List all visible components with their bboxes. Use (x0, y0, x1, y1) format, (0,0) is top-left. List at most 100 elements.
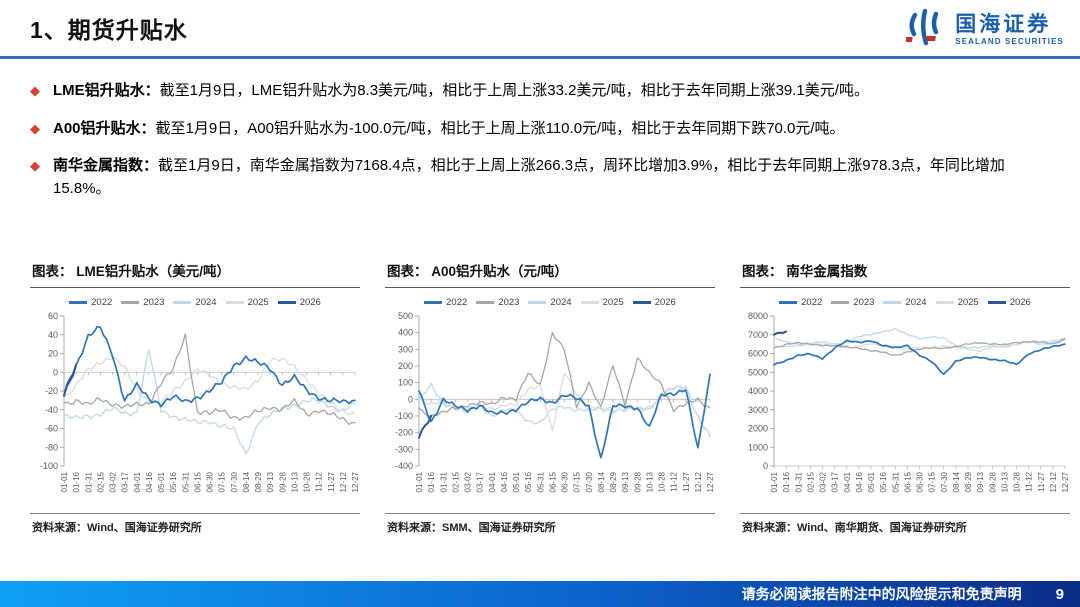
page-number: 9 (1055, 585, 1064, 603)
svg-text:10-28: 10-28 (303, 471, 312, 492)
chart-panel-nanhua: 图表： 南华金属指数 2022 2023 2024 2025 2026 0 1000 200… (740, 258, 1070, 535)
svg-text:11-27: 11-27 (1037, 471, 1046, 491)
svg-text:20: 20 (48, 349, 58, 359)
bullet-text-block: LME铝升贴水：截至1月9日，LME铝升贴水为8.3美元/吨，相比于上周上涨33… (53, 80, 869, 103)
legend-swatch (69, 301, 88, 304)
svg-text:1000: 1000 (748, 442, 768, 452)
svg-text:12-12: 12-12 (339, 471, 348, 492)
svg-text:04-01: 04-01 (488, 471, 497, 492)
charts-row: 图表： LME铝升贴水（美元/吨） 2022 2023 2024 2025 2026 -… (30, 258, 1070, 535)
legend-swatch (225, 301, 244, 304)
chart-source: 资料来源：Wind、国海证券研究所 (30, 513, 360, 535)
svg-text:05-31: 05-31 (181, 471, 190, 492)
bullet-text: 截至1月9日，南华金属指数为7168.4点，相比于上周上涨266.3点，周环比增… (53, 157, 1005, 197)
legend-label: 2025 (602, 297, 624, 308)
legend-item-2026: 2026 (632, 297, 676, 308)
legend-label: 2024 (195, 297, 217, 308)
chart-panel-a00: 图表： A00铝升贴水（元/吨） 2022 2023 2024 2025 2026 -4… (385, 258, 715, 535)
svg-text:-60: -60 (45, 424, 58, 434)
svg-text:12-27: 12-27 (1061, 471, 1070, 492)
legend-swatch (935, 301, 954, 304)
svg-text:03-02: 03-02 (464, 471, 473, 492)
svg-text:300: 300 (398, 344, 413, 354)
svg-text:08-29: 08-29 (609, 471, 618, 492)
legend-swatch (528, 301, 547, 304)
svg-text:01-16: 01-16 (72, 471, 81, 492)
footer-bar: 请务必阅读报告附注中的风险提示和免责声明 9 (0, 581, 1080, 607)
legend-swatch (173, 301, 192, 304)
legend-item-2024: 2024 (883, 297, 927, 308)
svg-text:06-30: 06-30 (561, 471, 570, 492)
svg-text:09-28: 09-28 (278, 471, 287, 492)
svg-text:3000: 3000 (748, 405, 768, 415)
svg-text:06-15: 06-15 (548, 471, 557, 492)
svg-text:03-17: 03-17 (831, 471, 840, 492)
legend-item-2023: 2023 (831, 297, 874, 308)
bullet-text-block: 南华金属指数：截至1月9日，南华金属指数为7168.4点，相比于上周上涨266.… (53, 155, 1045, 200)
legend-item-2022: 2022 (779, 297, 822, 308)
svg-text:05-01: 05-01 (867, 471, 876, 492)
svg-text:11-12: 11-12 (670, 471, 679, 491)
bullet-text-block: A00铝升贴水：截至1月9日，A00铝升贴水为-100.0元/吨，相比于上周上涨… (53, 118, 845, 141)
bullet-list: ◆ LME铝升贴水：截至1月9日，LME铝升贴水为8.3美元/吨，相比于上周上涨… (30, 80, 1045, 215)
svg-text:5000: 5000 (748, 367, 768, 377)
svg-text:06-15: 06-15 (193, 471, 202, 492)
svg-text:05-31: 05-31 (891, 471, 900, 492)
svg-text:03-02: 03-02 (819, 471, 828, 492)
svg-text:08-14: 08-14 (952, 471, 961, 492)
legend-item-2023: 2023 (121, 297, 164, 308)
bullet-term: LME铝升贴水： (53, 82, 160, 99)
svg-text:05-16: 05-16 (169, 471, 178, 492)
legend-label: 2023 (498, 297, 520, 308)
legend-label: 2022 (446, 297, 468, 308)
legend-label: 2023 (143, 297, 165, 308)
svg-text:04-01: 04-01 (843, 471, 852, 492)
bullet-text: 截至1月9日，LME铝升贴水为8.3美元/吨，相比于上周上涨33.2美元/吨，相… (159, 82, 869, 99)
legend-label: 2026 (1009, 297, 1031, 308)
svg-text:07-15: 07-15 (218, 471, 227, 492)
svg-text:02-15: 02-15 (451, 471, 460, 492)
svg-text:09-13: 09-13 (976, 471, 985, 492)
legend-label: 2024 (905, 297, 927, 308)
svg-text:12-27: 12-27 (706, 471, 715, 492)
svg-text:08-29: 08-29 (254, 471, 263, 492)
legend-item-2022: 2022 (424, 297, 467, 308)
svg-text:500: 500 (398, 311, 413, 321)
svg-text:12-12: 12-12 (1049, 471, 1058, 492)
legend-label: 2026 (654, 297, 676, 308)
svg-text:01-16: 01-16 (427, 471, 436, 492)
bullet-term: A00铝升贴水： (53, 119, 156, 137)
bullet-term: 南华金属指数： (53, 157, 159, 174)
svg-text:01-31: 01-31 (84, 471, 93, 492)
svg-text:08-14: 08-14 (242, 471, 251, 492)
bullet-diamond-icon: ◆ (30, 83, 40, 98)
svg-text:-200: -200 (395, 428, 413, 438)
svg-text:11-27: 11-27 (682, 471, 691, 491)
svg-text:06-30: 06-30 (206, 471, 215, 492)
svg-text:01-01: 01-01 (415, 471, 424, 492)
svg-text:09-13: 09-13 (266, 471, 275, 492)
legend-swatch (987, 301, 1006, 304)
svg-text:12-27: 12-27 (351, 471, 360, 492)
legend-label: 2026 (299, 297, 321, 308)
line-chart: -400 -300 -200 -100 0 100 200 300 400 500 01-01 01-… (385, 310, 715, 510)
legend-item-2025: 2025 (225, 297, 269, 308)
bullet-diamond-icon: ◆ (30, 158, 40, 173)
svg-text:05-16: 05-16 (524, 471, 533, 492)
bullet-diamond-icon: ◆ (30, 120, 40, 136)
svg-text:04-16: 04-16 (500, 471, 509, 492)
svg-text:03-17: 03-17 (121, 471, 130, 492)
legend-item-2025: 2025 (935, 297, 979, 308)
svg-text:8000: 8000 (748, 311, 768, 321)
svg-text:0: 0 (763, 461, 768, 471)
logo-name-cn: 国海证券 (955, 13, 1052, 36)
header: 1、期货升贴水 国海证券 SEALAND SECURITIES (0, 0, 1080, 56)
logo-mark-icon (903, 8, 948, 53)
legend-label: 2025 (957, 297, 979, 308)
svg-text:04-16: 04-16 (145, 471, 154, 492)
svg-text:-100: -100 (395, 411, 413, 421)
legend-item-2025: 2025 (580, 297, 624, 308)
legend-item-2024: 2024 (528, 297, 572, 308)
svg-text:08-14: 08-14 (597, 471, 606, 492)
svg-text:03-17: 03-17 (476, 471, 485, 492)
